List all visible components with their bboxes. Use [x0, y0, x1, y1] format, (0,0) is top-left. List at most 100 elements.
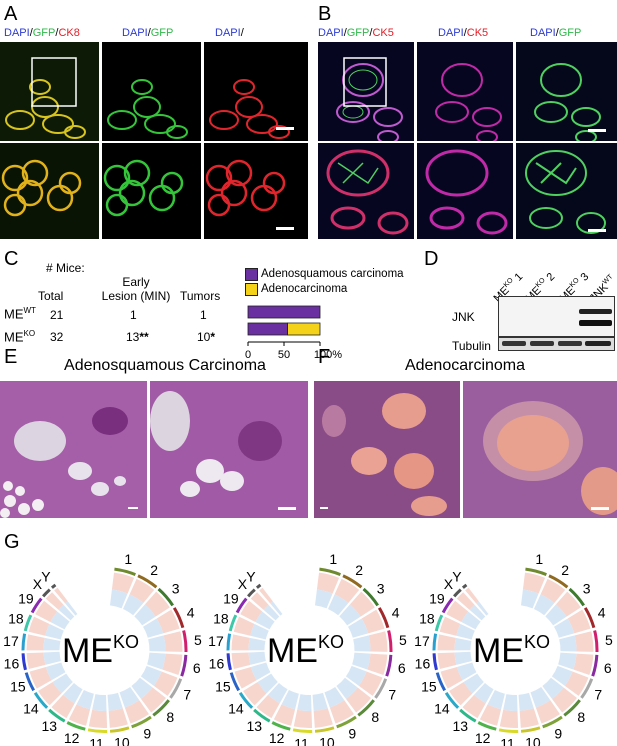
legend-label-adenosquamous: Adenosquamous carcinoma — [261, 268, 404, 280]
chromosome-ring-segment — [271, 721, 291, 731]
chromosome-ring-segment — [50, 583, 57, 589]
coverage-track — [352, 652, 371, 670]
copy-number-track — [54, 587, 68, 604]
copy-number-track — [574, 631, 594, 652]
chromosome-label: 6 — [398, 660, 406, 676]
chromosome-label: 12 — [269, 730, 285, 746]
coverage-track — [551, 665, 573, 686]
band — [579, 309, 612, 314]
b-gfp-zoom — [516, 143, 617, 239]
coverage-track — [123, 594, 144, 616]
copy-number-track — [367, 653, 388, 676]
coverage-track — [554, 618, 575, 638]
coverage-track — [109, 589, 128, 609]
chromosome-ring-segment — [42, 588, 51, 598]
chromosome-label: Y — [41, 569, 51, 585]
copy-number-track — [256, 694, 280, 719]
chromosome-ring-segment — [87, 728, 108, 733]
c-col-tumors: Tumors — [180, 289, 221, 303]
c-col-early-bottom: Lesion (MIN) — [101, 289, 171, 303]
chromosome-label: X — [238, 576, 248, 592]
chromosome-label: 6 — [193, 660, 201, 676]
copy-number-track — [555, 591, 581, 617]
chromosome-ring-segment — [319, 567, 341, 576]
copy-number-track — [293, 709, 313, 728]
chromosome-ring-segment — [374, 678, 388, 699]
c-wt-early: 1 — [130, 308, 137, 322]
coverage-track — [43, 637, 61, 651]
chromosome-label: 8 — [577, 709, 585, 725]
copy-number-track — [316, 572, 340, 594]
chromosome-ring-segment — [152, 699, 170, 717]
coverage-track — [469, 604, 486, 621]
coverage-track — [58, 604, 75, 621]
coverage-track — [456, 662, 477, 681]
copy-number-track — [361, 609, 385, 634]
chromosome-ring-segment — [387, 630, 393, 653]
chromosome-label: 13 — [452, 718, 468, 734]
panel-label-b: B — [318, 3, 332, 25]
copy-number-track — [329, 700, 354, 724]
coverage-track — [134, 604, 156, 626]
copy-number-track — [231, 652, 251, 670]
copy-number-track — [68, 704, 91, 726]
x-tick-label: 50 — [278, 349, 290, 361]
chromosome-ring-segment — [525, 567, 547, 576]
coverage-track — [559, 635, 577, 652]
coverage-track — [297, 694, 312, 711]
copy-number-track — [28, 616, 50, 636]
a-gfp-overview — [102, 42, 201, 141]
coverage-track — [324, 686, 345, 708]
copy-number-track — [45, 592, 64, 610]
coverage-track — [328, 594, 349, 616]
chromosome-label: 19 — [18, 590, 34, 606]
copy-number-track — [368, 631, 388, 652]
coverage-track — [147, 652, 166, 670]
a-ck8-overview — [204, 42, 308, 141]
chromosome-label: 14 — [23, 700, 39, 716]
copy-number-track — [456, 592, 475, 610]
chromosome-ring-segment — [542, 715, 563, 729]
copy-number-track — [250, 592, 269, 610]
coverage-track — [520, 589, 539, 609]
chromosome-label: 17 — [208, 633, 224, 649]
chromosome-label: 18 — [419, 611, 435, 627]
chromosome-ring-segment — [137, 574, 158, 589]
c-mice-header: # Mice: — [46, 261, 85, 275]
chromosome-label: 1 — [329, 551, 337, 567]
circos-center-label: MEKO — [473, 632, 550, 670]
chromosome-label: 8 — [166, 709, 174, 725]
chromosome-ring-segment — [114, 567, 136, 576]
chromosome-ring-segment — [435, 672, 446, 692]
coverage-track — [503, 694, 518, 711]
b-ck5-zoom — [417, 143, 513, 239]
chromosome-ring-segment — [336, 715, 357, 729]
bar-adenocarcinoma-1 — [287, 322, 321, 336]
c-stacked-bar-chart: 0 50 100% — [245, 305, 342, 361]
chromosome-label: Y — [246, 569, 256, 585]
chromosome-label: 11 — [89, 736, 104, 746]
f-histology-1 — [314, 381, 460, 518]
chromosome-label: 4 — [187, 605, 195, 621]
chromosome-label: X — [444, 576, 454, 592]
chromosome-ring-segment — [169, 678, 183, 699]
copy-number-track — [334, 578, 360, 603]
copy-number-track — [243, 682, 267, 706]
coverage-track — [454, 651, 472, 665]
chromosome-ring-segment — [477, 721, 497, 731]
copy-number-track — [313, 708, 333, 728]
coverage-track — [63, 683, 83, 704]
chromosome-label: 7 — [388, 687, 396, 703]
coverage-track — [119, 686, 140, 708]
panel-label-d: D — [424, 248, 439, 270]
legend-swatch-adenocarcinoma — [245, 283, 258, 296]
d-blot-label-tubulin: Tubulin — [452, 339, 491, 353]
chromosome-label: 11 — [500, 736, 515, 746]
coverage-track — [268, 683, 288, 704]
coverage-track — [255, 611, 275, 630]
copy-number-track — [162, 653, 183, 676]
copy-number-track — [129, 578, 155, 603]
coverage-track — [542, 677, 564, 699]
chromosome-label: 16 — [415, 655, 431, 671]
